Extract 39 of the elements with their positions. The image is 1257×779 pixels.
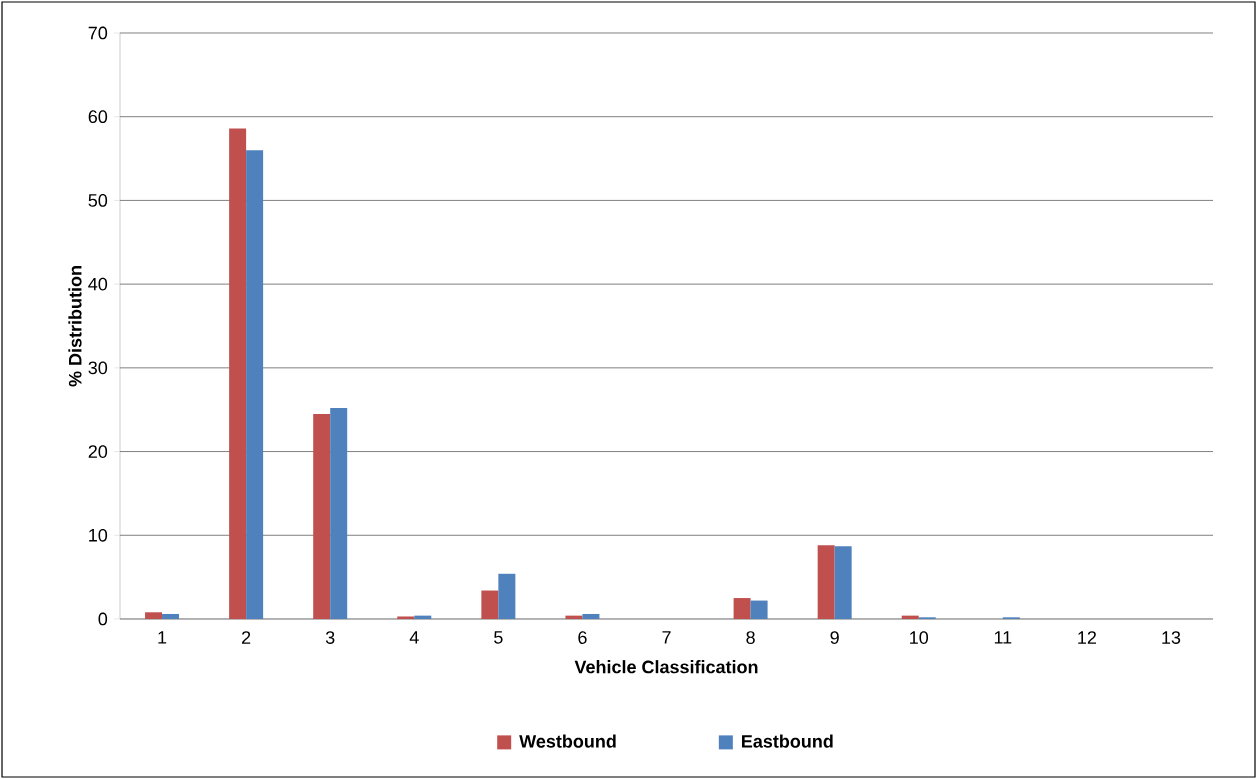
- x-tick-label: 12: [1078, 631, 1096, 644]
- x-tick-label: 6: [578, 631, 587, 644]
- bar: [733, 598, 751, 619]
- y-tick-label: 0: [98, 612, 108, 626]
- x-tick-label: 13: [1162, 631, 1181, 644]
- x-tick-label: 2: [242, 631, 251, 644]
- bar: [834, 546, 852, 619]
- x-tick-label: 10: [910, 631, 929, 644]
- y-tick-label: 60: [88, 110, 108, 124]
- y-axis-title: % Distribution: [68, 266, 82, 387]
- x-tick-label: 11: [994, 631, 1012, 644]
- bar: [313, 413, 331, 619]
- x-tick-label: 8: [746, 631, 755, 644]
- bar: [162, 613, 180, 619]
- bar: [582, 613, 600, 619]
- y-tick-label: 40: [88, 277, 108, 291]
- bar: [498, 573, 516, 619]
- y-tick-label: 30: [88, 361, 108, 375]
- y-tick-label: 50: [88, 194, 108, 207]
- y-tick-label: 20: [88, 445, 108, 458]
- bar: [817, 545, 835, 619]
- y-tick-label: 10: [89, 528, 108, 542]
- x-tick-label: 7: [662, 631, 671, 644]
- bar: [750, 600, 768, 619]
- bar: [330, 408, 348, 619]
- x-tick-label: 5: [494, 631, 503, 644]
- x-tick-label: 1: [158, 631, 167, 644]
- x-tick-label: 4: [409, 631, 419, 644]
- bar: [229, 128, 247, 619]
- legend-label: Westbound: [519, 734, 616, 748]
- bar: [481, 590, 499, 619]
- y-tick-label: 70: [88, 26, 108, 40]
- legend-label: Eastbound: [742, 734, 833, 748]
- bar: [246, 150, 264, 619]
- x-axis-title: Vehicle Classification: [574, 660, 758, 674]
- bar: [397, 616, 415, 619]
- x-tick-label: 3: [325, 631, 335, 644]
- x-tick-label: 9: [830, 631, 839, 644]
- bar: [145, 612, 163, 619]
